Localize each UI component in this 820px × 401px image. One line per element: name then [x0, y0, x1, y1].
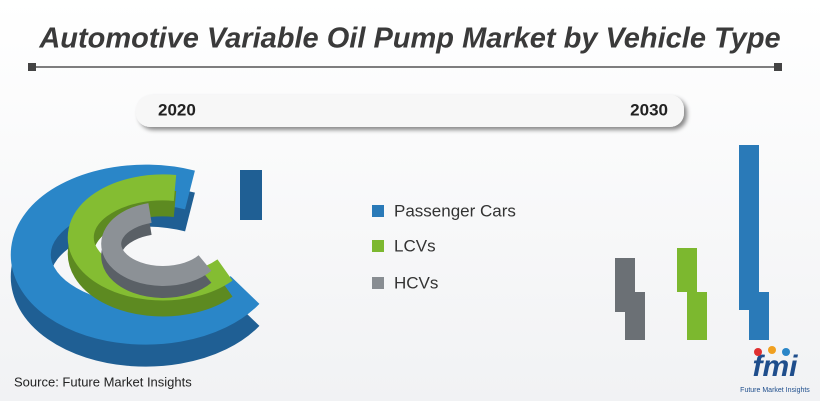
legend-label: HCVs	[394, 273, 438, 292]
bar-decor	[625, 292, 645, 340]
title: Automotive Variable Oil Pump Market by V…	[38, 23, 780, 55]
rule-end	[28, 63, 36, 71]
rule-end	[774, 63, 782, 71]
bar-decor	[739, 145, 759, 310]
legend-label: Passenger Cars	[394, 201, 516, 220]
legend-label: LCVs	[394, 236, 436, 255]
legend-swatch	[372, 277, 384, 289]
legend-swatch	[372, 205, 384, 217]
logo-dot	[768, 346, 776, 354]
bar-decor	[749, 292, 769, 340]
bar-decor	[687, 292, 707, 340]
logo-mark: fmi	[753, 350, 799, 383]
ring-hcv	[101, 203, 212, 286]
timeline-end: 2030	[630, 100, 668, 119]
source: Source: Future Market Insights	[14, 374, 192, 389]
logo-dot	[754, 348, 762, 356]
logo-dot	[782, 348, 790, 356]
bar-graphic	[615, 145, 769, 340]
timeline-start: 2020	[158, 100, 196, 119]
ring-end	[240, 170, 262, 220]
logo-name: Future Market Insights	[740, 387, 810, 394]
bar-decor	[677, 248, 697, 292]
timeline-bar	[136, 95, 684, 127]
legend-swatch	[372, 240, 384, 252]
ring-graphic	[10, 164, 262, 367]
